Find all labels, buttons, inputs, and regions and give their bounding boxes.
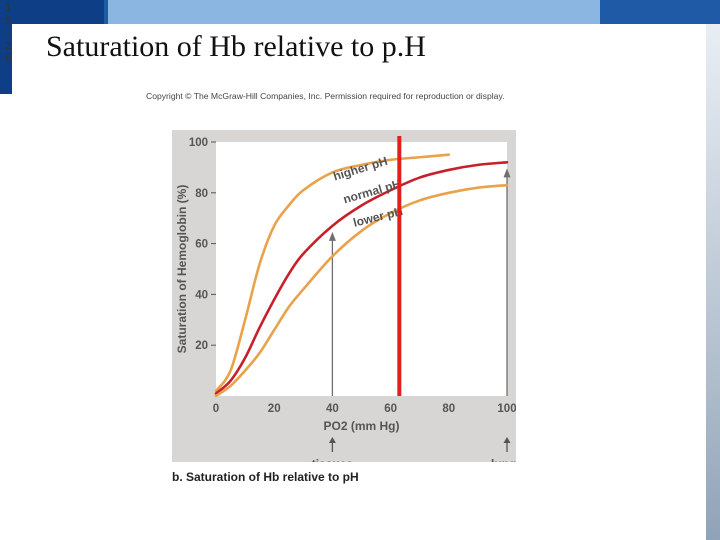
top-banner-right-segment	[604, 0, 720, 24]
x-tick-label: 20	[268, 403, 281, 415]
figure-panel: 20 40 60 80 100 0 20 40 60 80 100 Saturation of Hem…	[172, 130, 523, 471]
top-banner	[0, 0, 720, 24]
figure-caption: b. Saturation of Hb relative to pH	[172, 470, 359, 484]
right-decorative-edge	[706, 24, 720, 540]
x-axis-label: PO2 (mm Hg)	[323, 419, 399, 433]
y-tick-label: 60	[195, 239, 208, 251]
y-axis-label: Saturation of Hemoglobin (%)	[175, 185, 189, 354]
copyright-notice: Copyright © The McGraw-Hill Companies, I…	[146, 91, 505, 101]
lungs-guide-arrowhead	[503, 168, 511, 178]
slide-title: Saturation of Hb relative to p.H	[46, 30, 426, 63]
oxygen-saturation-chart: 20 40 60 80 100 0 20 40 60 80 100 Saturation of Hem…	[175, 136, 523, 471]
lungs-axis-arrowhead	[503, 437, 511, 443]
top-banner-dark-segment	[0, 0, 104, 24]
slide-number: 1 5 - 2 8	[4, 2, 12, 65]
lungs-label: lungs	[491, 457, 516, 462]
x-tick-label: 100	[497, 403, 516, 415]
x-tick-label: 0	[213, 403, 219, 415]
y-tick-label: 40	[195, 289, 208, 301]
tissues-axis-arrowhead	[328, 437, 336, 443]
x-tick-label: 40	[326, 403, 339, 415]
plot-area	[216, 142, 507, 396]
y-tick-label: 100	[189, 137, 208, 149]
y-tick-label: 80	[195, 188, 208, 200]
curve-lower-pH	[214, 183, 509, 398]
x-tick-label: 80	[442, 403, 455, 415]
y-tick-label: 20	[195, 340, 208, 352]
curve-normal-pH	[214, 161, 509, 395]
tissues-label: tissues	[312, 457, 354, 462]
tissues-guide-arrowhead	[328, 231, 336, 241]
curve-higher-pH	[214, 153, 451, 393]
x-tick-label: 60	[384, 403, 397, 415]
top-banner-light-segment	[108, 0, 600, 24]
left-accent-strip	[0, 0, 12, 94]
